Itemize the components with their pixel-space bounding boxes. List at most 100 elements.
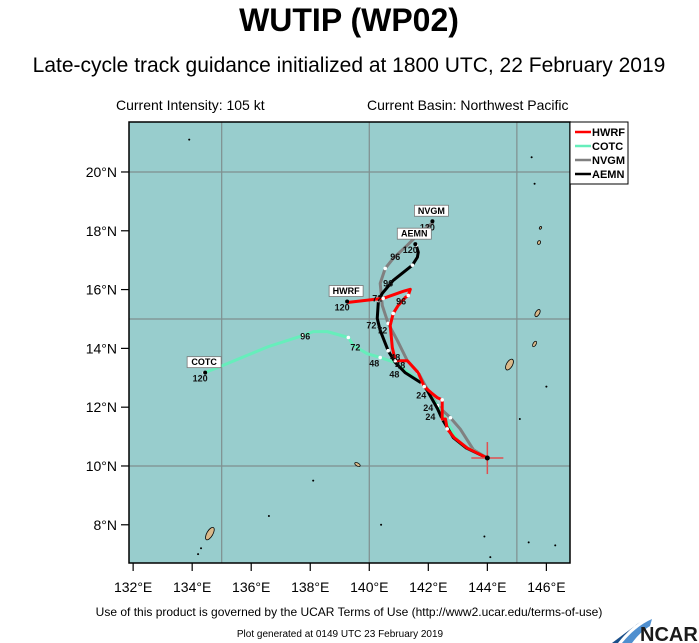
islet	[527, 541, 530, 544]
plot-generated-time: Plot generated at 0149 UTC 23 February 2…	[237, 629, 444, 640]
current-basin: Current Basin: Northwest Pacific	[367, 97, 569, 113]
y-tick-label: 16°N	[86, 282, 117, 298]
y-tick-label: 10°N	[86, 458, 117, 474]
track-point	[448, 415, 453, 420]
forecast-hour-label: 96	[300, 332, 310, 342]
island	[532, 340, 537, 348]
y-tick-label: 8°N	[94, 517, 118, 533]
forecast-hour-label: 120	[335, 303, 350, 313]
forecast-hour-label: 48	[389, 370, 399, 380]
track-point	[346, 335, 351, 340]
x-tick-label: 138°E	[291, 579, 329, 595]
x-tick-label: 144°E	[468, 579, 506, 595]
track-end-point	[345, 299, 350, 304]
forecast-hour-label: 72	[366, 320, 376, 330]
islet	[533, 182, 536, 185]
x-tick-label: 140°E	[350, 579, 388, 595]
track-point	[383, 266, 388, 271]
forecast-hour-label: 96	[390, 252, 400, 262]
model-label-box	[186, 356, 222, 369]
forecast-hour-label: 120	[403, 245, 418, 255]
track-point	[445, 427, 450, 431]
model-label-box	[396, 227, 432, 240]
ncar-logo: NCAR	[612, 619, 698, 643]
island	[536, 240, 542, 245]
map-frame	[128, 121, 571, 564]
legend-label-hwrf: HWRF	[592, 127, 625, 139]
forecast-hour-label: 96	[396, 296, 406, 306]
x-tick-label: 146°E	[527, 579, 565, 595]
islet	[545, 385, 548, 388]
islet	[518, 417, 521, 420]
track-point	[391, 311, 395, 316]
legend-label-aemn: AEMN	[592, 169, 624, 181]
logo-swoosh	[612, 622, 640, 643]
track-point	[386, 348, 390, 353]
track-point	[393, 358, 398, 363]
y-tick-label: 14°N	[86, 340, 117, 356]
forecast-hour-label: 24	[423, 403, 433, 413]
x-tick-label: 132°E	[114, 579, 152, 595]
forecast-hour-label: 96	[383, 278, 393, 288]
island	[534, 309, 541, 318]
island	[205, 526, 215, 541]
islet	[267, 514, 270, 517]
logo-text: NCAR	[640, 624, 698, 643]
terms-of-use-notice: Use of this product is governed by the U…	[96, 605, 603, 619]
subtitle: Late-cycle track guidance initialized at…	[33, 54, 666, 77]
track-nvgm	[378, 221, 489, 460]
islet	[200, 547, 203, 550]
forecast-hour-label: 48	[390, 352, 400, 362]
track-end-point	[413, 242, 418, 247]
logo-swoosh	[622, 619, 652, 643]
island	[538, 226, 543, 230]
islet	[380, 523, 383, 526]
x-tick-label: 134°E	[173, 579, 211, 595]
forecast-hour-label: 72	[372, 293, 382, 303]
track-hwrf	[346, 287, 489, 460]
x-tick-label: 142°E	[409, 579, 447, 595]
islet	[312, 479, 315, 482]
track-end-point	[203, 370, 208, 375]
track-point	[406, 293, 411, 298]
forecast-hour-label: 48	[369, 359, 379, 369]
forecast-hour-label: 24	[425, 412, 435, 422]
islet	[197, 553, 200, 556]
track-point	[301, 333, 305, 338]
track-point	[381, 296, 385, 301]
current-intensity: Current Intensity: 105 kt	[116, 97, 265, 113]
islet	[530, 156, 533, 159]
model-label: COTC	[191, 357, 217, 367]
model-label: AEMN	[401, 229, 428, 239]
forecast-hour-label: 24	[416, 391, 426, 401]
track-point	[422, 384, 426, 389]
track-cotc	[203, 330, 489, 460]
initial-position-dot	[484, 455, 490, 461]
x-tick-label: 136°E	[232, 579, 270, 595]
model-label: HWRF	[333, 286, 360, 296]
island	[354, 462, 361, 467]
map-area: 132°E 134°E 136°E 138°E 140°E 142°E 144°E 146°E…	[86, 121, 571, 595]
forecast-hour-label: 120	[420, 222, 435, 232]
forecast-hour-label: 72	[350, 342, 360, 352]
legend: HWRF COTC NVGM AEMN	[569, 121, 629, 185]
model-label-box	[328, 285, 364, 297]
forecast-hour-label: 72	[377, 325, 387, 335]
track-end-point	[430, 219, 435, 224]
track-point	[378, 355, 382, 360]
islet	[554, 544, 557, 547]
model-label: NVGM	[418, 206, 445, 216]
forecast-hour-label: 48	[395, 361, 405, 371]
islet	[489, 556, 492, 559]
ocean-background	[129, 122, 570, 563]
track-point	[410, 263, 415, 267]
model-label-box	[414, 204, 449, 217]
y-tick-label: 20°N	[86, 164, 117, 180]
legend-label-nvgm: NVGM	[592, 155, 625, 167]
legend-label-cotc: COTC	[592, 141, 623, 153]
page-title: WUTIP (WP02)	[239, 2, 459, 38]
track-point	[440, 398, 444, 402]
y-tick-label: 18°N	[86, 223, 117, 239]
forecast-hour-label: 120	[193, 374, 208, 384]
